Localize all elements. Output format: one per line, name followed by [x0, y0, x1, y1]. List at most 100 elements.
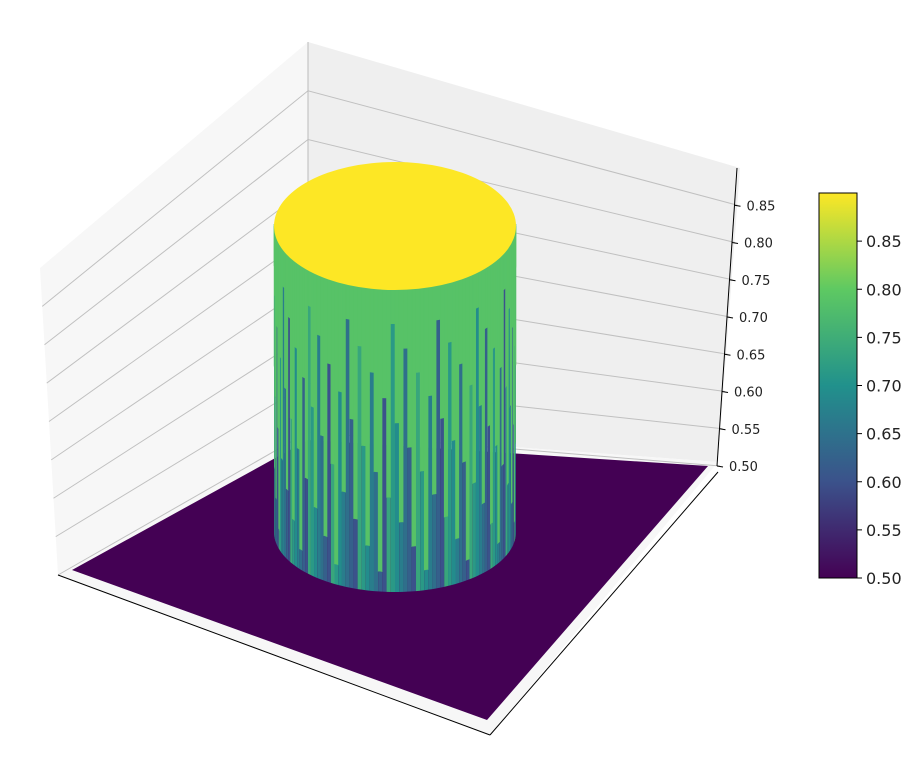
cylinder-side-lower	[411, 546, 417, 592]
cylinder-side-upper	[289, 253, 293, 421]
cylinder-side-upper	[394, 283, 400, 424]
cylinder-side-upper	[323, 272, 328, 538]
colorbar-tick-label: 0.80	[866, 280, 902, 299]
cylinder-side-lower	[373, 471, 379, 592]
cylinder-side-lower	[490, 522, 493, 569]
cylinder-side-lower	[455, 538, 460, 584]
cylinder-side-lower	[469, 384, 473, 580]
cylinder-side-upper	[398, 283, 404, 523]
colorbar-ticks: 0.50 0.55 0.60 0.65 0.70 0.75 0.80 0.85	[857, 232, 902, 588]
cylinder-side-lower	[436, 319, 441, 589]
cylinder-side-upper	[495, 255, 498, 447]
cylinder-side-upper	[294, 256, 298, 350]
cylinder-side-lower	[499, 366, 502, 562]
cylinder-side-upper	[484, 262, 488, 330]
cylinder-side-upper	[481, 263, 486, 505]
cylinder-side-lower	[462, 461, 467, 582]
cylinder-side-upper	[365, 281, 371, 547]
colorbar-tick-label: 0.50	[866, 569, 902, 588]
cylinder-side-upper	[469, 269, 474, 387]
z-tick-mark	[729, 279, 736, 282]
cylinder-side-lower	[314, 506, 318, 578]
cylinder-side-lower	[378, 571, 383, 592]
cylinder-side-lower	[390, 323, 395, 592]
z-tick-label: 0.55	[732, 423, 761, 438]
z-tick-mark	[731, 242, 739, 244]
z-tick-label: 0.75	[742, 274, 771, 289]
cylinder-side-lower	[505, 385, 508, 557]
cylinder-side-upper	[428, 280, 433, 397]
z-tick-label: 0.50	[729, 460, 758, 475]
cylinder-side-lower	[365, 545, 370, 591]
cylinder-side-upper	[475, 266, 480, 310]
colorbar-tick-label: 0.85	[866, 232, 902, 251]
cylinder-side-upper	[458, 273, 463, 365]
cylinder-side-upper	[310, 266, 315, 409]
colorbar	[818, 192, 858, 579]
cylinder-side-upper	[377, 283, 383, 572]
cylinder-side-lower	[487, 424, 491, 571]
cylinder-side-lower	[307, 305, 311, 576]
cylinder-side-upper	[490, 258, 494, 525]
cylinder-side-lower	[281, 458, 283, 555]
cylinder-side-lower	[440, 418, 445, 588]
cylinder-side-lower	[279, 356, 282, 553]
cylinder-side-upper	[447, 276, 453, 344]
cylinder-side-lower	[345, 318, 350, 588]
cylinder-side-lower	[484, 327, 488, 573]
cylinder-side-lower	[428, 395, 433, 590]
cylinder-side-upper	[419, 281, 425, 472]
cylinder-side-upper	[373, 282, 379, 473]
cylinder-side-lower	[472, 482, 476, 578]
cylinder-side-lower	[432, 493, 437, 590]
cylinder-side-lower	[444, 516, 449, 587]
cylinder-side-lower	[459, 363, 463, 583]
cylinder-side-lower	[323, 535, 328, 582]
cylinder-side-lower	[284, 387, 287, 559]
cylinder-side-lower	[416, 372, 421, 592]
z-tick-label: 0.85	[747, 199, 776, 214]
cylinder-side-lower	[407, 447, 412, 592]
cylinder-side-upper	[407, 283, 413, 448]
cylinder-side-lower	[510, 404, 512, 551]
cylinder-side-lower	[369, 372, 374, 592]
cylinder-side-upper	[382, 283, 387, 399]
cylinder-side-upper	[462, 272, 467, 463]
z-axis-ticks: 0.50 0.55 0.60 0.65 0.70 0.75 0.80 0.85	[716, 199, 776, 475]
cylinder-side-lower	[386, 497, 391, 592]
cylinder-side-upper	[403, 283, 408, 349]
cylinder-side-upper	[330, 274, 335, 466]
cylinder-side-lower	[288, 316, 291, 562]
z-tick-mark	[724, 353, 731, 356]
colorbar-tick-label: 0.70	[866, 377, 902, 396]
cylinder-side-upper	[465, 270, 470, 561]
z-tick-label: 0.60	[734, 386, 763, 401]
cylinder-side-upper	[327, 273, 332, 365]
cylinder-side-lower	[424, 569, 429, 591]
cylinder-side-upper	[287, 251, 291, 320]
cylinder-side-lower	[297, 448, 300, 569]
cylinder-side-lower	[327, 363, 331, 583]
cylinder-side-lower	[507, 482, 509, 555]
cylinder-side-lower	[338, 391, 342, 586]
cylinder-side-upper	[299, 260, 303, 552]
cylinder-side-lower	[497, 542, 500, 564]
colorbar-tick-label: 0.60	[866, 473, 902, 492]
cylinder-side-upper	[487, 260, 491, 428]
cylinder-side-upper	[337, 276, 343, 393]
cylinder-side-lower	[305, 477, 308, 574]
cylinder-side-lower	[290, 418, 293, 564]
cylinder-side-upper	[302, 262, 306, 380]
cylinder-side-upper	[386, 283, 392, 498]
cylinder-side-upper	[361, 281, 367, 447]
cylinder-side-upper	[320, 270, 325, 437]
cylinder-side-lower	[403, 348, 408, 592]
z-tick-mark	[726, 316, 734, 319]
cylinder-top	[274, 162, 516, 290]
z-tick-mark	[721, 391, 729, 393]
cylinder-side-upper	[455, 274, 460, 540]
cylinder-side-lower	[382, 398, 387, 592]
cylinder-side-lower	[294, 347, 298, 568]
colorbar-tick-label: 0.55	[866, 521, 902, 540]
